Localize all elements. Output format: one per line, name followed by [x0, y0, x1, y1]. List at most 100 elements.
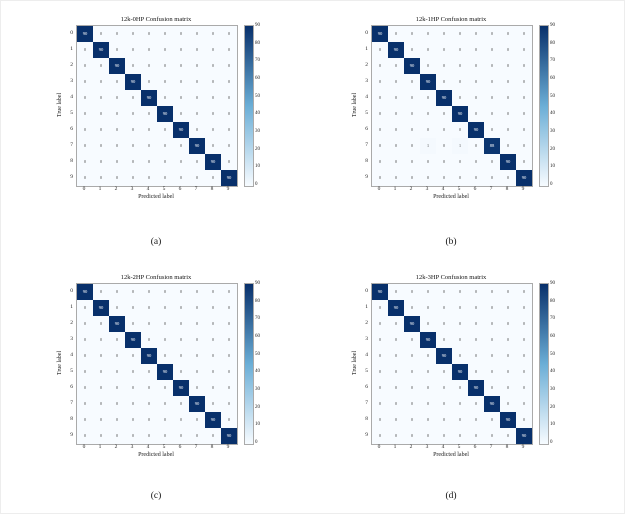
matrix-cell: 0: [125, 42, 141, 58]
colorbar: [539, 25, 549, 187]
matrix-cell: 0: [157, 138, 173, 154]
colorbar-tick-label: 70: [550, 316, 555, 322]
matrix-cell: 0: [109, 380, 125, 396]
matrix-cell: 0: [125, 26, 141, 42]
matrix-cell: 0: [484, 364, 500, 380]
colorbar-tick-label: 40: [550, 369, 555, 375]
matrix-cell: 90: [420, 74, 436, 90]
matrix-cell: 0: [109, 348, 125, 364]
y-tick-label: 4: [365, 94, 368, 100]
matrix-cell: 0: [516, 90, 532, 106]
y-tick-label: 1: [70, 46, 73, 52]
y-tick-label: 2: [365, 62, 368, 68]
matrix-cell: 0: [93, 154, 109, 170]
colorbar-tick-label: 0: [550, 439, 553, 445]
matrix-cell: 0: [189, 428, 205, 444]
matrix-cell: 0: [516, 74, 532, 90]
matrix-cell: 0: [404, 396, 420, 412]
y-tick-label: 5: [365, 368, 368, 374]
matrix-cell: 0: [372, 428, 388, 444]
matrix-cell: 0: [516, 42, 532, 58]
matrix-cell: 90: [125, 74, 141, 90]
matrix-cell: 0: [372, 42, 388, 58]
colorbar-tick-label: 10: [255, 164, 260, 170]
matrix-cell: 0: [452, 122, 468, 138]
matrix-cell: 0: [372, 90, 388, 106]
matrix-cell: 0: [205, 316, 221, 332]
matrix-cell: 0: [452, 300, 468, 316]
x-tick-label: 6: [178, 444, 182, 450]
matrix-cell: 0: [189, 380, 205, 396]
y-tick-label: 5: [365, 110, 368, 116]
matrix-cell: 0: [141, 332, 157, 348]
y-tick-label: 9: [365, 174, 368, 180]
matrix-cell: 0: [404, 74, 420, 90]
matrix-cell: 0: [173, 284, 189, 300]
matrix-cell: 0: [468, 26, 484, 42]
matrix-cell: 0: [404, 348, 420, 364]
matrix-cell: 0: [372, 300, 388, 316]
matrix-cell: 0: [141, 122, 157, 138]
matrix-cell: 0: [77, 300, 93, 316]
matrix-cell: 0: [468, 58, 484, 74]
caption-b: (b): [445, 237, 457, 247]
matrix-cell: 0: [109, 106, 125, 122]
panel-title: 12k-0HP Confusion matrix: [120, 16, 192, 23]
matrix-cell: 90: [516, 428, 532, 444]
matrix-cell: 0: [189, 26, 205, 42]
colorbar-tick-label: 40: [550, 111, 555, 117]
colorbar: [539, 283, 549, 445]
matrix-cell: 0: [93, 26, 109, 42]
matrix-cell: 0: [157, 74, 173, 90]
matrix-cell: 90: [109, 316, 125, 332]
matrix-cell: 0: [420, 428, 436, 444]
x-ticks: 0 1 2 3 4 5 6 7 8 9: [371, 186, 531, 192]
matrix-cell: 0: [173, 154, 189, 170]
matrix-cell: 90: [436, 90, 452, 106]
x-tick-label: 9: [226, 186, 230, 192]
matrix-cell: 90: [205, 154, 221, 170]
matrix-cell: 0: [93, 106, 109, 122]
matrix-cell: 0: [77, 170, 93, 186]
x-tick-label: 4: [146, 186, 150, 192]
y-tick-label: 8: [365, 416, 368, 422]
matrix-cell: 0: [221, 42, 237, 58]
matrix-cell: 0: [109, 364, 125, 380]
y-tick-label: 6: [365, 384, 368, 390]
matrix-cell: 90: [404, 58, 420, 74]
colorbar-tick-label: 50: [255, 351, 260, 357]
matrix-cell: 90: [77, 284, 93, 300]
matrix-cell: 0: [205, 42, 221, 58]
matrix-cell: 0: [372, 74, 388, 90]
colorbar-tick-label: 80: [550, 40, 555, 46]
matrix-cell: 0: [468, 412, 484, 428]
matrix-cell: 0: [404, 90, 420, 106]
matrix-cell: 0: [388, 74, 404, 90]
matrix-cell: 0: [125, 138, 141, 154]
y-tick-label: 3: [70, 336, 73, 342]
colorbar-tick-label: 80: [255, 40, 260, 46]
matrix-cell: 0: [77, 396, 93, 412]
colorbar-tick-label: 90: [550, 23, 555, 28]
x-tick-label: 3: [425, 186, 429, 192]
matrix-cell: 0: [420, 396, 436, 412]
matrix-cell: 0: [372, 348, 388, 364]
matrix-cell: 90: [436, 348, 452, 364]
matrix-cell: 90: [452, 106, 468, 122]
matrix-cell: 0: [436, 428, 452, 444]
matrix-cell: 90: [157, 364, 173, 380]
matrix-cell: 0: [388, 26, 404, 42]
x-tick-label: 2: [114, 186, 118, 192]
matrix-cell: 0: [516, 26, 532, 42]
matrix-cell: 0: [93, 332, 109, 348]
matrix-cell: 0: [452, 348, 468, 364]
matrix-cell: 0: [372, 316, 388, 332]
matrix-cell: 0: [205, 348, 221, 364]
matrix-cell: 0: [93, 348, 109, 364]
matrix-cell: 0: [205, 74, 221, 90]
matrix-cell: 0: [500, 364, 516, 380]
matrix-cell: 0: [500, 58, 516, 74]
colorbar-tick-label: 20: [255, 146, 260, 152]
matrix-cell: 0: [157, 122, 173, 138]
